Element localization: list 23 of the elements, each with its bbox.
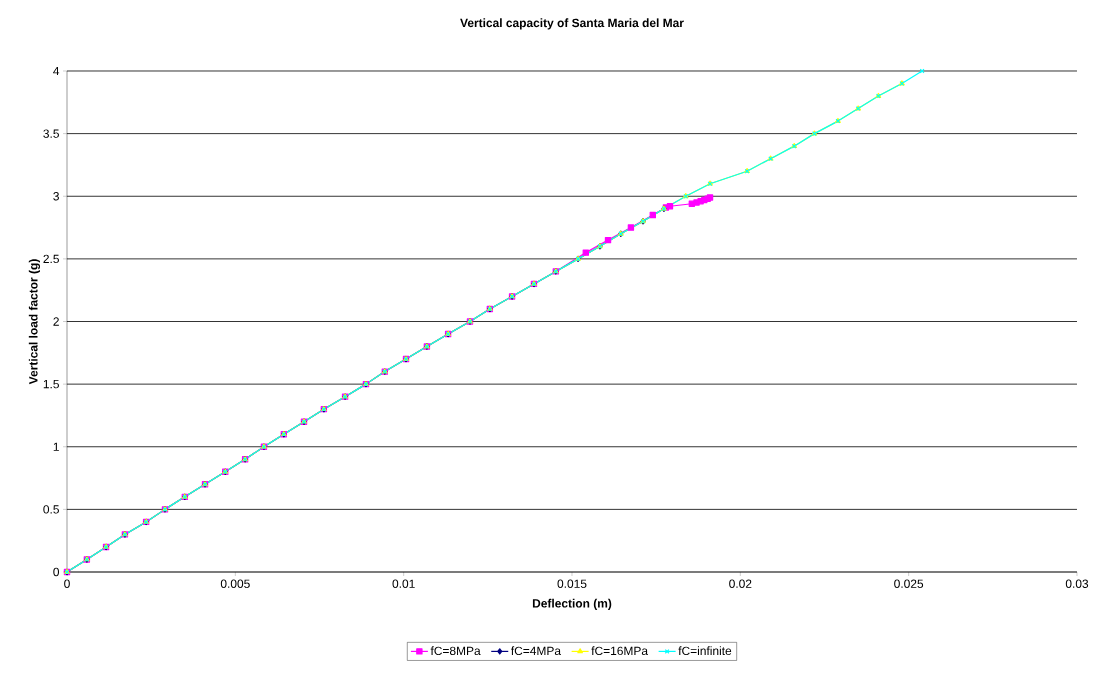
legend-label: fC=4MPa bbox=[511, 646, 561, 656]
x-tick-label: 0 bbox=[64, 579, 70, 588]
y-tick-label: 2.5 bbox=[43, 254, 59, 264]
y-tick-label: 1.5 bbox=[43, 379, 59, 389]
y-tick-label: 2 bbox=[53, 317, 59, 326]
y-axis-title: Vertical load factor (g) bbox=[28, 259, 41, 385]
legend-label: fC=8MPa bbox=[430, 646, 481, 656]
x-tick-label: 0.01 bbox=[392, 579, 415, 588]
y-tick-label: 0.5 bbox=[43, 505, 59, 514]
chart-title: Vertical capacity of Santa Maria del Mar bbox=[460, 18, 684, 30]
x-tick-label: 0.02 bbox=[729, 579, 752, 588]
x-axis-title: Deflection (m) bbox=[532, 598, 612, 610]
y-tick-label: 4 bbox=[53, 66, 60, 76]
x-tick-label: 0.015 bbox=[557, 579, 587, 588]
x-tick-label: 0.005 bbox=[220, 579, 250, 588]
y-tick-label: 3.5 bbox=[43, 129, 59, 138]
y-tick-label: 3 bbox=[53, 192, 59, 201]
x-tick-label: 0.025 bbox=[894, 579, 924, 588]
x-tick-label: 0.03 bbox=[1065, 579, 1089, 588]
y-tick-label: 1 bbox=[53, 442, 59, 451]
legend-label: fC=infinite bbox=[678, 646, 732, 656]
legend-label: fC=16MPa bbox=[591, 646, 649, 656]
y-tick-label: 0 bbox=[53, 567, 60, 577]
